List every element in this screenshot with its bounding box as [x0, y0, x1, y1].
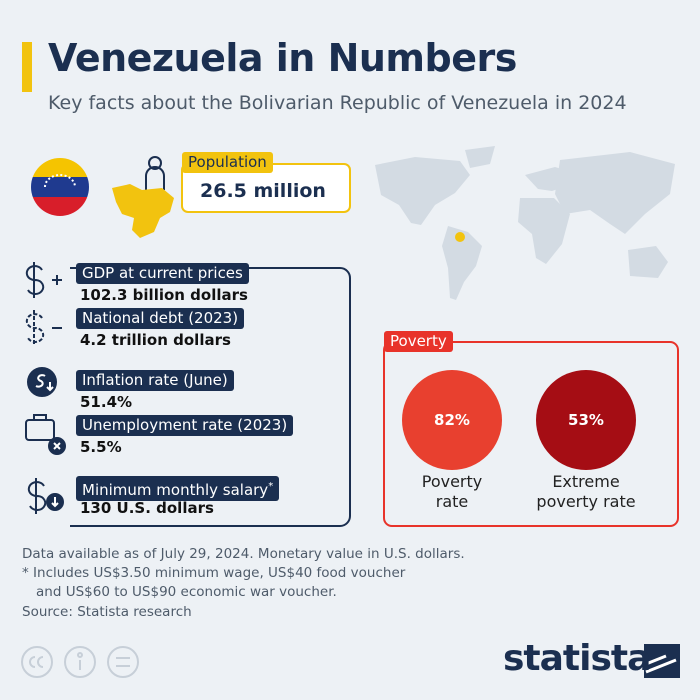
label-text: Inflation rate (June) [82, 371, 228, 389]
note-line: Data available as of July 29, 2024. Mone… [22, 546, 465, 562]
economy-box [70, 267, 351, 527]
footnote-marker: * [268, 481, 274, 492]
accent-bar [22, 42, 32, 92]
title: Venezuela in Numbers [48, 36, 517, 80]
poverty-title: Poverty [384, 331, 453, 352]
subtitle: Key facts about the Bolivarian Republic … [48, 92, 627, 114]
note-line: * Includes US$3.50 minimum wage, US$40 f… [22, 565, 406, 581]
economy-label: National debt (2023) [76, 308, 245, 329]
venezuela-marker [455, 232, 465, 242]
label-text: Unemployment rate (2023) [82, 416, 288, 434]
economy-value: 51.4% [80, 393, 133, 411]
venezuela-map [112, 184, 174, 238]
economy-value: 4.2 trillion dollars [80, 331, 231, 349]
world-map [375, 146, 675, 300]
poverty-box [383, 341, 679, 527]
economy-value: 102.3 billion dollars [80, 286, 248, 304]
flag [31, 158, 89, 216]
brand: statista [503, 638, 651, 679]
source: Source: Statista research [22, 604, 192, 620]
poverty-label: Extreme poverty rate [536, 472, 636, 511]
label-text: Minimum monthly salary [82, 481, 269, 499]
poverty-circle: 53% [536, 370, 636, 470]
note-line: and US$60 to US$90 economic war voucher. [36, 584, 337, 600]
economy-label: GDP at current prices [76, 263, 249, 284]
economy-label: Minimum monthly salary* [76, 476, 280, 501]
poverty-label: Poverty rate [421, 472, 483, 511]
economy-label: Inflation rate (June) [76, 370, 234, 391]
economy-label: Unemployment rate (2023) [76, 415, 294, 436]
license-icons [21, 646, 139, 678]
economy-icons [25, 262, 66, 514]
economy-value: 5.5% [80, 438, 122, 456]
label-text: GDP at current prices [82, 264, 243, 282]
population-label: Population [182, 152, 273, 173]
poverty-circle: 82% [402, 370, 502, 470]
population-value: 26.5 million [200, 180, 326, 202]
label-text: National debt (2023) [82, 309, 239, 327]
brand-icon [644, 644, 680, 678]
economy-value: 130 U.S. dollars [80, 499, 214, 517]
